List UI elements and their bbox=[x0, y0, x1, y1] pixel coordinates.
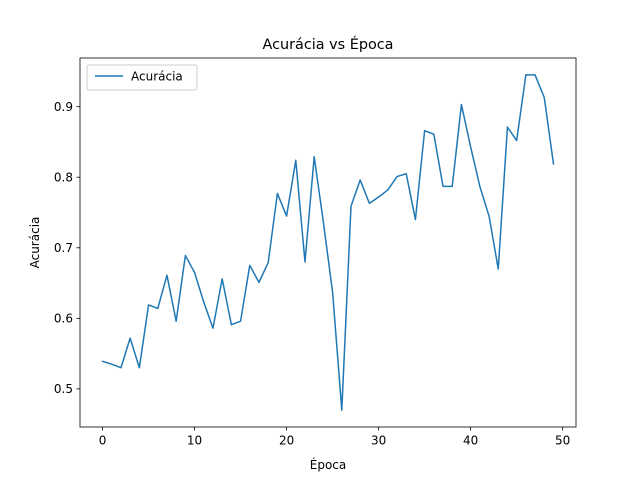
data-point bbox=[514, 138, 519, 143]
data-point bbox=[349, 204, 354, 209]
y-tick-label: 0.6 bbox=[54, 312, 73, 326]
legend: Acurácia bbox=[86, 64, 198, 91]
x-tick-label: 0 bbox=[99, 434, 107, 448]
series-layer bbox=[100, 72, 556, 413]
data-point bbox=[238, 319, 243, 324]
x-axis-label: Época bbox=[310, 457, 347, 472]
data-point bbox=[395, 174, 400, 179]
data-point bbox=[413, 217, 418, 222]
data-point bbox=[220, 276, 225, 281]
x-tick-label: 30 bbox=[371, 434, 386, 448]
x-tick-label: 20 bbox=[279, 434, 294, 448]
x-tick-label: 10 bbox=[187, 434, 202, 448]
data-point bbox=[128, 336, 133, 341]
data-point bbox=[284, 214, 289, 219]
data-point bbox=[137, 365, 142, 370]
data-point bbox=[174, 319, 179, 324]
data-point bbox=[247, 263, 252, 268]
data-point bbox=[505, 125, 510, 130]
y-axis-label: Acurácia bbox=[28, 217, 42, 269]
data-point bbox=[293, 158, 298, 163]
axis-ticks: 0 10 20 30 40 50 0.5 0.6 0.7 0.8 0.9 bbox=[54, 100, 570, 448]
y-tick-label: 0.5 bbox=[54, 382, 73, 396]
data-point bbox=[229, 322, 234, 327]
data-point bbox=[275, 191, 280, 196]
data-point bbox=[109, 362, 114, 367]
data-point bbox=[542, 95, 547, 100]
data-point bbox=[192, 270, 197, 275]
data-point bbox=[551, 161, 556, 166]
data-point bbox=[312, 154, 317, 159]
data-point bbox=[330, 290, 335, 295]
chart-title: Acurácia vs Época bbox=[262, 36, 393, 53]
data-point bbox=[183, 253, 188, 258]
data-point bbox=[487, 214, 492, 219]
data-point bbox=[118, 365, 123, 370]
data-point bbox=[266, 260, 271, 265]
data-point bbox=[302, 259, 307, 264]
x-tick-label: 50 bbox=[555, 434, 570, 448]
data-point bbox=[155, 306, 160, 311]
data-point bbox=[358, 178, 363, 183]
data-point bbox=[321, 220, 326, 225]
data-point bbox=[441, 184, 446, 189]
data-point bbox=[367, 201, 372, 206]
legend-label: Acurácia bbox=[131, 70, 183, 84]
data-point bbox=[201, 300, 206, 305]
data-point bbox=[256, 280, 261, 285]
data-point bbox=[210, 326, 215, 331]
data-point bbox=[339, 408, 344, 413]
series-line-0 bbox=[101, 74, 555, 411]
data-point bbox=[496, 266, 501, 271]
data-point bbox=[523, 72, 528, 77]
y-tick-label: 0.9 bbox=[54, 100, 73, 114]
data-point bbox=[100, 359, 105, 364]
y-tick-label: 0.8 bbox=[54, 171, 73, 185]
plot-frame bbox=[79, 57, 577, 428]
data-point bbox=[477, 184, 482, 189]
x-tick-label: 40 bbox=[463, 434, 478, 448]
data-point bbox=[533, 72, 538, 77]
data-point bbox=[376, 194, 381, 199]
legend-box bbox=[86, 64, 198, 91]
data-point bbox=[422, 128, 427, 133]
data-point bbox=[404, 171, 409, 176]
data-point bbox=[385, 187, 390, 192]
data-point bbox=[164, 273, 169, 278]
y-tick-label: 0.7 bbox=[54, 241, 73, 255]
data-point bbox=[459, 102, 464, 107]
data-point bbox=[431, 132, 436, 137]
data-point bbox=[146, 302, 151, 307]
data-point bbox=[450, 184, 455, 189]
data-point bbox=[468, 144, 473, 149]
